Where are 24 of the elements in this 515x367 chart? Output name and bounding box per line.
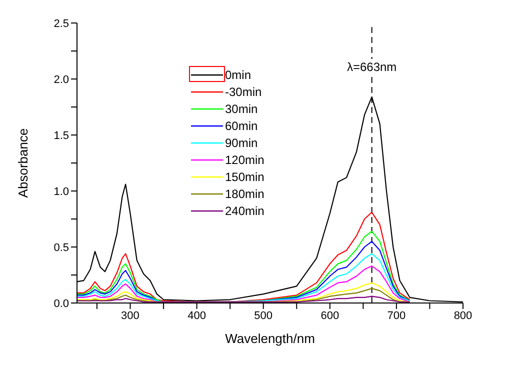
legend-label: 0min — [225, 68, 252, 82]
legend-label: 240min — [225, 204, 264, 218]
x-axis-title: Wavelength/nm — [225, 331, 315, 346]
x-tick-label: 800 — [454, 310, 472, 322]
x-tick-label: 500 — [254, 310, 273, 322]
y-axis-title: Absorbance — [16, 128, 31, 198]
ref-line-label: λ=663nm — [346, 60, 397, 74]
y-tick-label: 1.0 — [54, 186, 69, 198]
legend-label: 30min — [225, 102, 258, 116]
legend-label: -30min — [225, 84, 262, 98]
legend-label: 90min — [225, 136, 258, 150]
x-tick-label: 700 — [387, 310, 406, 322]
y-tick-label: 1.5 — [54, 130, 69, 142]
x-tick-label: 400 — [188, 310, 206, 322]
y-tick-label: 0.5 — [54, 242, 69, 254]
legend-label: 180min — [225, 186, 264, 200]
legend-label: 60min — [225, 118, 258, 132]
y-tick-label: 2.0 — [54, 74, 69, 86]
y-tick-label: 2.5 — [54, 18, 69, 30]
legend-label: 150min — [225, 170, 264, 184]
x-tick-label: 600 — [320, 310, 340, 322]
legend-label: 120min — [225, 152, 264, 166]
y-tick-label: 0.0 — [54, 298, 69, 310]
x-tick-label: 300 — [121, 310, 140, 322]
